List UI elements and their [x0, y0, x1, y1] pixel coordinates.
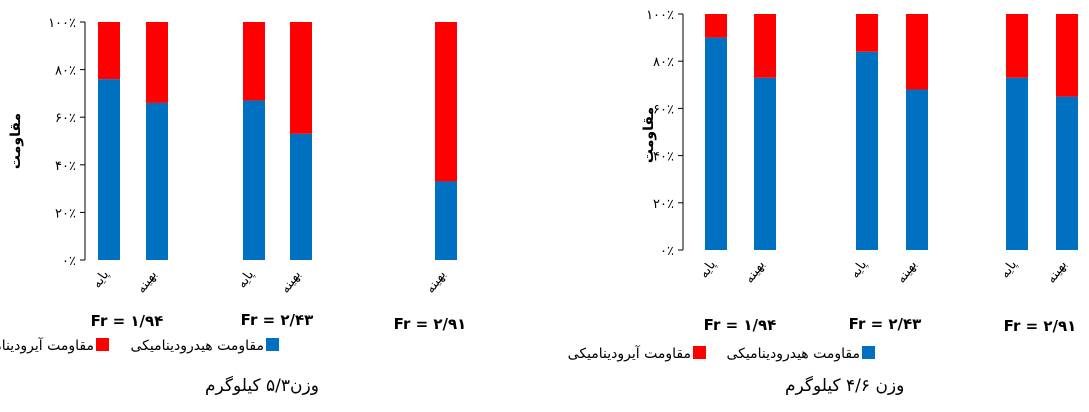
bar-aerodynamic: [243, 22, 265, 101]
x-category-label: بهینه: [1044, 258, 1070, 287]
y-tick-label: ۰٪: [660, 244, 674, 259]
legend-label-hydrodynamic: مقاومت هیدرودینامیکی: [130, 338, 264, 354]
y-tick-label: ۸۰٪: [55, 64, 76, 79]
chart-right: ۰٪ ۲۰٪ ۴۰٪ ۶۰٪ ۸۰٪ ۱۰۰٪ مقاومت پایه بهینه Fr = ۱/…: [568, 8, 1078, 362]
legend-swatch-aerodynamic: [96, 338, 109, 351]
chart-left-caption: وزن۵/۳ کیلوگرم: [205, 376, 319, 396]
bar-hydrodynamic: [856, 51, 878, 251]
legend-label-hydrodynamic: مقاومت هیدرودینامیکی: [726, 346, 860, 362]
chart-right-caption: وزن ۴/۶ کیلوگرم: [785, 376, 905, 396]
legend-swatch-hydrodynamic: [862, 346, 875, 359]
x-category-label: پایه: [697, 257, 720, 281]
bar-aerodynamic: [856, 14, 878, 52]
bar-hydrodynamic: [290, 133, 312, 260]
y-axis-title: مقاومت: [8, 113, 24, 169]
x-category-label: بهینه: [278, 268, 304, 297]
group-label: Fr = ۱/۹۴: [91, 312, 164, 330]
y-tick-label: ۱۰۰٪: [48, 16, 76, 31]
y-tick-label: ۶۰٪: [55, 111, 76, 126]
x-category-label: پایه: [998, 257, 1021, 281]
bar-aerodynamic: [290, 22, 312, 134]
bar-aerodynamic: [1006, 14, 1028, 78]
bar-aerodynamic: [754, 14, 776, 78]
bar-aerodynamic: [98, 22, 120, 80]
x-category-label: پایه: [848, 257, 871, 281]
group-label: Fr = ۲/۹۱: [394, 315, 467, 333]
bar-hydrodynamic: [1006, 77, 1028, 250]
legend-swatch-hydrodynamic: [266, 338, 279, 351]
y-tick-label: ۶۰٪: [653, 102, 674, 117]
bar-hydrodynamic: [146, 102, 168, 260]
chart-left: ۰٪ ۲۰٪ ۴۰٪ ۶۰٪ ۸۰٪ ۱۰۰٪ مقاومت پایه بهینه Fr = ۱/…: [0, 16, 467, 354]
group-label: Fr = ۲/۹۱: [1004, 317, 1077, 335]
bar-aerodynamic: [435, 22, 457, 182]
x-category-label: پایه: [235, 267, 258, 291]
x-category-label: بهینه: [134, 268, 160, 297]
legend-swatch-aerodynamic: [693, 346, 706, 359]
bar-aerodynamic: [906, 14, 928, 90]
x-category-label: بهینه: [742, 258, 768, 287]
y-tick-label: ۸۰٪: [653, 55, 674, 70]
bar-hydrodynamic: [906, 89, 928, 251]
bar-hydrodynamic: [435, 181, 457, 260]
x-category-label: بهینه: [894, 258, 920, 287]
bar-aerodynamic: [146, 22, 168, 103]
bar-hydrodynamic: [754, 77, 776, 250]
x-category-label: بهینه: [423, 268, 449, 297]
bar-hydrodynamic: [98, 79, 120, 261]
bar-hydrodynamic: [1056, 96, 1078, 250]
bar-aerodynamic: [705, 14, 727, 38]
group-label: Fr = ۲/۴۳: [849, 315, 922, 333]
y-tick-label: ۴۰٪: [55, 159, 76, 174]
legend-label-aerodynamic: مقاومت آیرودینامیکی: [568, 345, 691, 362]
group-label: Fr = ۱/۹۴: [704, 316, 777, 334]
y-tick-label: ۴۰٪: [653, 150, 674, 165]
group-label: Fr = ۲/۴۳: [241, 311, 314, 329]
y-tick-label: ۲۰٪: [55, 206, 76, 221]
bar-hydrodynamic: [243, 100, 265, 260]
y-tick-label: ۲۰٪: [653, 197, 674, 212]
bar-aerodynamic: [1056, 14, 1078, 97]
x-category-label: پایه: [90, 267, 113, 291]
bar-hydrodynamic: [705, 37, 727, 250]
legend-label-aerodynamic: مقاومت آیرودینامیکی: [0, 337, 94, 354]
y-tick-label: ۱۰۰٪: [646, 8, 674, 23]
y-axis-title: مقاومت: [641, 107, 657, 163]
y-tick-label: ۰٪: [62, 254, 76, 269]
